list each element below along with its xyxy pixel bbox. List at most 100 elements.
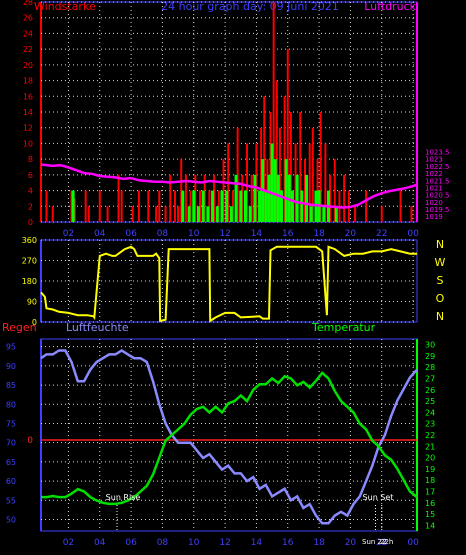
- gust-bar: [258, 190, 262, 222]
- wind-bar: [283, 96, 286, 222]
- chart-title: 24 hour graph day: 09 Juni 2021: [161, 0, 339, 13]
- wind-tick-label: 16: [23, 92, 33, 101]
- temperature-tick-label: 24: [425, 408, 435, 417]
- wind-bar: [278, 127, 281, 222]
- temperature-tick-label: 28: [425, 363, 435, 372]
- wind-bar: [199, 190, 202, 222]
- x-tick-label-top: 04: [94, 229, 106, 239]
- wind-bar: [137, 190, 140, 222]
- pressure-tick-label: 1022.5: [425, 163, 450, 171]
- wind-bar: [173, 190, 176, 222]
- pressure-tick-label: 1023: [425, 156, 443, 164]
- humidity-tick-label: 80: [6, 400, 16, 409]
- pressure-axis-title: Luftdruck: [364, 0, 416, 13]
- wind-bar: [299, 112, 302, 222]
- rain-axis-title: Regen: [2, 321, 37, 334]
- temperature-tick-label: 23: [425, 420, 435, 429]
- humidity-line: [40, 349, 418, 525]
- wind-tick-label: 8: [28, 155, 33, 164]
- pressure-line: [40, 163, 418, 209]
- gust-bar: [220, 190, 224, 222]
- temperature-tick-label: 17: [425, 487, 435, 496]
- wind-bar: [343, 174, 346, 222]
- pressure-tick-label: 1023.5: [425, 149, 450, 157]
- wind-axis-title: Windstärke: [34, 0, 96, 13]
- humidity-tick-label: 85: [6, 381, 16, 390]
- pressure-tick-label: 1020: [425, 199, 443, 207]
- compass-label-n-bottom: N: [436, 310, 444, 323]
- temperature-axis-title: Temperatur: [311, 321, 376, 334]
- compass-label-w: W: [435, 256, 446, 269]
- x-tick-label-top: 22: [376, 229, 387, 239]
- wind-bar: [51, 206, 54, 222]
- wind-bar: [255, 143, 258, 222]
- wind-bar: [241, 174, 244, 222]
- wind-bar: [73, 198, 76, 222]
- wind-tick-label: 2: [28, 202, 33, 211]
- wind-bar: [155, 206, 158, 222]
- wind-bar: [120, 190, 123, 222]
- wind-bar: [236, 127, 239, 222]
- x-tick-label-top: 16: [282, 229, 294, 239]
- gust-bar: [253, 174, 257, 222]
- wind-bar: [213, 174, 216, 222]
- compass-label-o: O: [436, 292, 445, 305]
- x-tick-label-top: 12: [219, 229, 230, 239]
- wind-bar: [131, 206, 134, 222]
- wind-bar: [231, 190, 234, 222]
- humidity-tick-label: 75: [6, 419, 16, 428]
- x-tick-label-bottom: 06: [125, 538, 137, 548]
- temperature-tick-label: 19: [425, 465, 435, 474]
- temperature-tick-label: 29: [425, 352, 435, 361]
- gust-bar: [206, 206, 210, 222]
- gust-bar: [248, 206, 252, 222]
- x-tick-label-top: 18: [313, 229, 325, 239]
- gust-bar: [225, 190, 229, 222]
- temperature-tick-label: 20: [425, 454, 435, 463]
- wind-tick-label: 28: [23, 0, 33, 7]
- gust-bar: [196, 206, 200, 222]
- direction-tick-label: 90: [27, 298, 37, 307]
- x-tick-label-bottom: 10: [188, 538, 200, 548]
- pressure-tick-label: 1021: [425, 184, 443, 192]
- wind-bar: [184, 174, 187, 222]
- gust-bar: [279, 190, 283, 222]
- gust-bar: [229, 206, 233, 222]
- x-tick-label-top: 02: [63, 229, 74, 239]
- wind-bar: [180, 159, 183, 222]
- wind-bar: [98, 190, 101, 222]
- temperature-tick-label: 16: [425, 499, 435, 508]
- x-tick-label-bottom: 08: [157, 538, 169, 548]
- gust-bar: [187, 206, 191, 222]
- gust-bar: [322, 206, 326, 222]
- x-tick-label-bottom: 12: [219, 538, 230, 548]
- wind-bar: [260, 127, 263, 222]
- x-tick-label-top: 08: [157, 229, 169, 239]
- x-tick-label-bottom: 22: [376, 538, 387, 548]
- humidity-tick-label: 50: [6, 515, 16, 524]
- rain-zero-label: 0: [27, 436, 33, 446]
- direction-tick-label: 180: [22, 277, 37, 286]
- x-tick-label-bottom: 20: [345, 538, 357, 548]
- temperature-tick-label: 22: [425, 431, 435, 440]
- wind-bar: [217, 190, 220, 222]
- wind-bar: [319, 112, 322, 222]
- wind-bar: [194, 174, 197, 222]
- temperature-tick-label: 18: [425, 476, 435, 485]
- compass-label-n-top: N: [436, 238, 444, 251]
- gust-bar: [215, 206, 219, 222]
- temperature-tick-label: 15: [425, 510, 435, 519]
- wind-tick-label: 18: [23, 77, 33, 86]
- temperature-tick-label: 14: [425, 521, 435, 530]
- gust-bar: [71, 190, 75, 222]
- wind-bar: [286, 49, 289, 223]
- gust-bar: [181, 190, 185, 222]
- temperature-tick-label: 26: [425, 386, 435, 395]
- x-tick-label-bottom: 18: [313, 538, 325, 548]
- wind-bar: [311, 127, 314, 222]
- x-tick-label-top: 06: [125, 229, 137, 239]
- wind-tick-label: 14: [23, 108, 33, 117]
- wind-bar: [222, 159, 225, 222]
- wind-bar: [303, 159, 306, 222]
- humidity-tick-label: 95: [6, 343, 16, 352]
